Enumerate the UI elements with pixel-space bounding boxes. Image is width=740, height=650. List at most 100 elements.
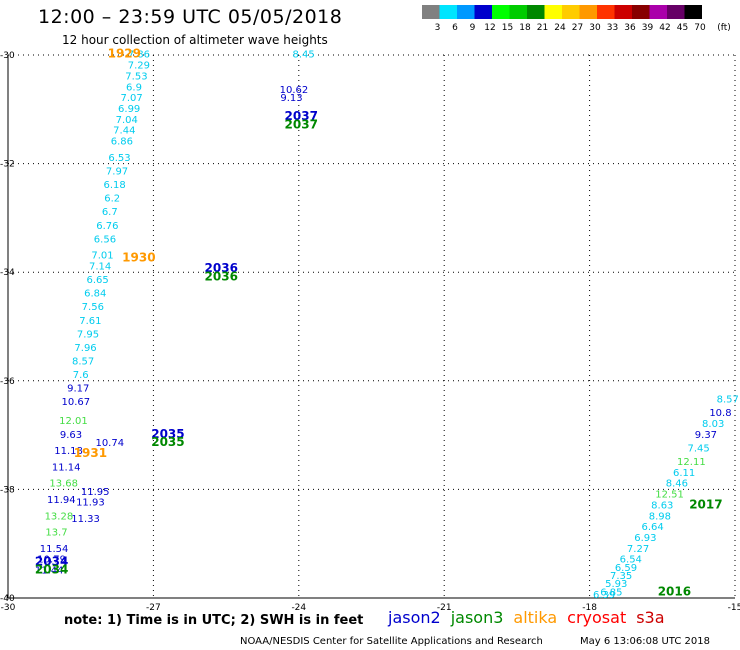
colorbar-tick-label: 9: [470, 23, 476, 33]
wave-height-label: 7.6: [73, 370, 89, 381]
wave-height-label: 6.39: [593, 590, 615, 601]
y-tick-label: -40: [0, 594, 15, 604]
wave-height-label: 7.97: [106, 166, 128, 177]
colorbar-unit-label: (ft): [717, 23, 731, 33]
wave-height-label: 6.59: [615, 563, 637, 574]
colorbar-tick-label: 45: [677, 23, 688, 33]
colorbar-swatch: [632, 5, 650, 19]
x-tick-label: -15: [728, 603, 740, 613]
wave-height-label: 7.01: [91, 251, 113, 262]
colorbar-swatch: [439, 5, 457, 19]
wave-height-label: 7.86: [128, 50, 150, 61]
colorbar-tick-label: 70: [694, 23, 706, 33]
wave-height-label: 7.07: [120, 93, 142, 104]
wave-height-label: 7.45: [688, 443, 710, 454]
wave-height-label: 8.45: [293, 50, 315, 61]
wave-height-label: 6.99: [118, 104, 140, 115]
wave-height-label: 11.14: [52, 462, 81, 473]
pass-time-label: 1929: [108, 47, 141, 61]
pass-time-label: 1930: [122, 250, 155, 264]
colorbar-swatch: [457, 5, 475, 19]
colorbar-tick-label: 12: [484, 23, 495, 33]
legend-item-jason2: jason2: [388, 608, 441, 627]
colorbar-swatch: [509, 5, 527, 19]
wave-height-label: 7.14: [89, 261, 111, 272]
satellite-legend: jason2 jason3 altika cryosat s3a: [388, 608, 675, 627]
wave-height-label: 10.67: [62, 397, 91, 408]
wave-height-label: 9.37: [695, 430, 717, 441]
wave-height-label: 9.17: [67, 384, 89, 395]
colorbar-tick-label: 18: [519, 23, 531, 33]
wave-height-label: 7.56: [82, 302, 104, 313]
colorbar-swatch: [422, 5, 440, 19]
wave-height-label: 6.93: [634, 533, 656, 544]
colorbar-tick-label: 42: [659, 23, 670, 33]
wave-height-label: 7.95: [77, 329, 99, 340]
x-tick-label: -27: [146, 603, 161, 613]
colorbar-swatch: [684, 5, 702, 19]
x-tick-label: -30: [1, 603, 16, 613]
colorbar-tick-label: 33: [607, 23, 618, 33]
wave-height-label: 6.18: [103, 180, 125, 191]
colorbar-tick-label: 39: [642, 23, 654, 33]
data-labels: 7.867.297.536.97.076.997.047.446.86 6.53 7…: [35, 50, 739, 601]
pass-time-label: 2017: [689, 497, 722, 511]
pass-time-label: 2037: [285, 109, 318, 123]
wave-height-label: 11.94: [47, 495, 76, 506]
wave-height-label: 6.84: [84, 289, 106, 300]
wave-height-label: 12.51: [655, 490, 684, 501]
colorbar-swatch: [544, 5, 562, 19]
wave-height-label: 6.9: [126, 82, 142, 93]
colorbar-swatch: [579, 5, 597, 19]
wave-height-label: 7.04: [116, 115, 138, 126]
colorbar-tick-label: 30: [589, 23, 601, 33]
wave-height-label: 10.62: [280, 85, 309, 96]
wave-height-label: 8.63: [651, 500, 673, 511]
wave-height-label: 6.7: [102, 207, 118, 218]
wave-height-label: 8.57: [72, 357, 94, 368]
wave-height-label: 11.93: [76, 498, 105, 509]
footer-timestamp: May 6 13:06:08 UTC 2018: [580, 636, 710, 647]
legend-item-s3a: s3a: [636, 608, 665, 627]
colorbar-swatch: [474, 5, 492, 19]
colorbar-tick-label: 15: [502, 23, 513, 33]
wave-height-label: 8.98: [649, 511, 671, 522]
wave-height-label: 9.63: [60, 430, 82, 441]
pass-time-label: 2036: [205, 261, 238, 275]
wave-height-label: 13.7: [45, 528, 67, 539]
colorbar-tick-label: 6: [452, 23, 458, 33]
wave-height-label: 8.57: [717, 395, 739, 406]
pass-time-label: 2035: [151, 435, 184, 449]
wave-height-label: 12.11: [677, 457, 706, 468]
wave-height-label: 7.61: [79, 316, 101, 327]
chart-subtitle: 12 hour collection of altimeter wave hei…: [62, 33, 328, 47]
wave-height-label: 7.35: [610, 571, 632, 582]
colorbar-swatch: [667, 5, 685, 19]
wave-height-label: 8.46: [666, 479, 688, 490]
colorbar-tick-label: 24: [554, 23, 566, 33]
wave-height-label: 6.53: [108, 153, 130, 164]
colorbar-tick-label: 27: [572, 23, 583, 33]
wave-height-label: 6.64: [641, 522, 663, 533]
wave-height-label: 6.11: [673, 468, 695, 479]
colorbar-swatch: [649, 5, 667, 19]
wave-height-label: 11.54: [40, 544, 69, 555]
wave-height-label: 12.01: [59, 416, 88, 427]
colorbar-swatch: [492, 5, 510, 19]
wave-height-label: 11.18: [54, 446, 83, 457]
wave-height-label: 6.54: [620, 555, 642, 566]
wave-height-label: 7.27: [627, 544, 649, 555]
wave-height-label: 9.13: [280, 93, 302, 104]
wave-height-label: 11.33: [71, 514, 100, 525]
chart-title: 12:00 – 23:59 UTC 05/05/2018: [38, 6, 343, 28]
wave-height-label: 6.85: [600, 587, 622, 598]
wave-height-label: 5.93: [605, 579, 627, 590]
colorbar-swatch: [527, 5, 545, 19]
wave-height-label: 6.76: [96, 221, 118, 232]
legend-item-jason3: jason3: [450, 608, 504, 627]
wave-height-label: 10.74: [95, 438, 124, 449]
y-tick-label: -38: [0, 485, 15, 495]
colorbar-tick-label: 3: [435, 23, 441, 33]
wave-height-label: 13.28: [45, 511, 74, 522]
